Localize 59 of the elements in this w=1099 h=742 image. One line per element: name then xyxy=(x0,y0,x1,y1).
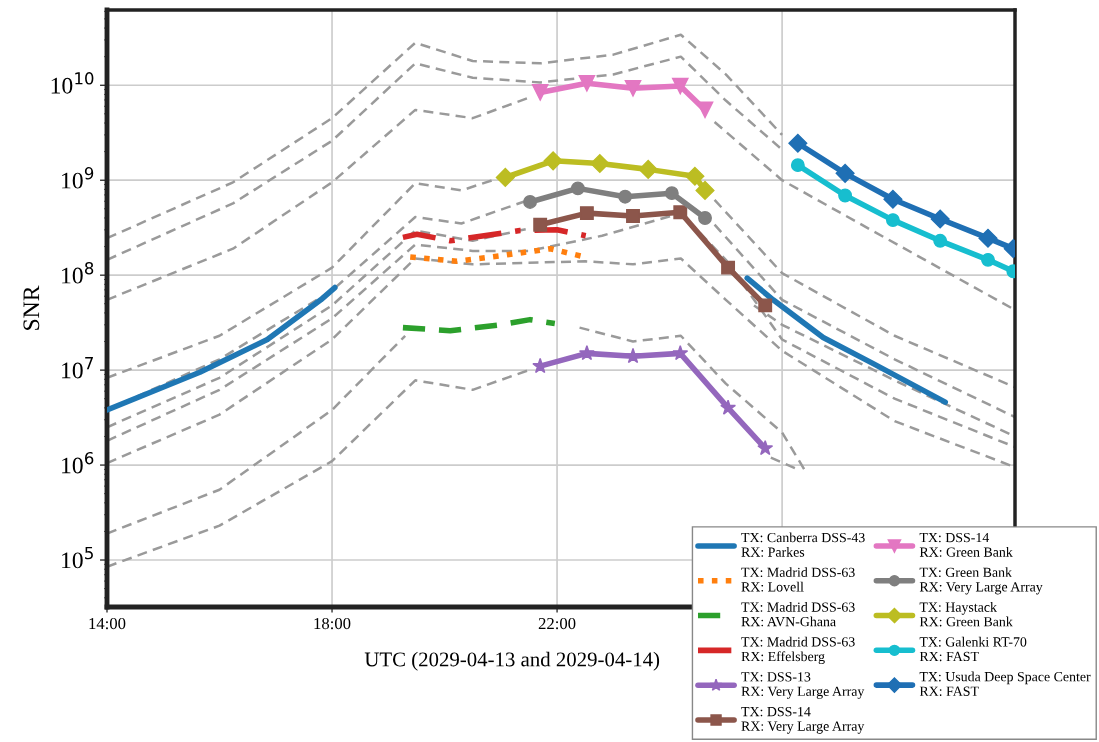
point xyxy=(933,233,948,248)
legend-label: TX: Haystack RX: Green Bank xyxy=(919,602,1013,627)
point xyxy=(838,188,853,203)
point xyxy=(883,189,903,209)
legend-label: TX: DSS-13 RX: Very Large Array xyxy=(741,672,865,699)
point xyxy=(758,298,773,313)
point xyxy=(638,159,658,179)
legend-label: TX: Madrid DSS-63 RX: Lovell xyxy=(741,567,855,592)
legend-label: TX: DSS-14 RX: Very Large Array xyxy=(741,706,865,734)
point xyxy=(720,399,737,415)
point xyxy=(523,195,538,209)
point xyxy=(578,74,596,92)
x-axis-title: UTC (2029-04-13 and 2029-04-14) xyxy=(364,651,660,671)
point xyxy=(930,209,950,229)
y-tick-label: 10$^{7}$ xyxy=(62,357,93,379)
point xyxy=(624,79,642,97)
point xyxy=(531,84,549,101)
point xyxy=(625,347,641,364)
point xyxy=(757,440,774,456)
point xyxy=(579,206,594,221)
y-tick-label: 10$^{9}$ xyxy=(62,167,94,189)
point xyxy=(543,151,563,171)
legend-label: TX: Galenki RT-70 RX: FAST xyxy=(919,636,1027,662)
point xyxy=(721,260,736,275)
point xyxy=(590,153,610,174)
point xyxy=(673,205,688,220)
point xyxy=(685,166,705,186)
point xyxy=(671,77,689,95)
point xyxy=(533,217,548,232)
y-tick-label: 10$^{10}$ xyxy=(51,72,94,94)
point xyxy=(626,209,640,223)
line-series xyxy=(107,33,784,240)
y-axis-title: SNR xyxy=(23,285,40,330)
legend-label: TX: Green Bank RX: Very Large Array xyxy=(919,567,1043,595)
legend-label: TX: Madrid DSS-63 RX: Effelsberg xyxy=(741,636,855,665)
point xyxy=(981,252,995,267)
point xyxy=(695,180,715,200)
point xyxy=(578,345,595,361)
point xyxy=(495,167,515,187)
legend-label: TX: DSS-14 RX: Green Bank xyxy=(919,532,1013,557)
point xyxy=(978,228,998,248)
point xyxy=(698,211,712,225)
y-tick-label: 10$^{8}$ xyxy=(62,262,94,284)
x-tick-label: 22:00 xyxy=(538,617,576,630)
point xyxy=(570,181,585,196)
point xyxy=(885,213,900,228)
point xyxy=(672,345,689,361)
legend-label: TX: Canberra DSS-43 RX: Parkes xyxy=(741,532,865,557)
x-tick-label: 18:00 xyxy=(314,617,351,630)
point xyxy=(835,163,855,183)
point xyxy=(664,186,679,201)
x-tick-label: 14:00 xyxy=(89,617,126,630)
point xyxy=(788,133,808,153)
legend-label: TX: Usuda Deep Space Center RX: FAST xyxy=(919,671,1091,696)
point xyxy=(790,158,805,173)
legend-label: TX: Madrid DSS-63 RX: AVN-Ghana xyxy=(741,601,855,627)
y-tick-label: 10$^{6}$ xyxy=(62,451,94,474)
point xyxy=(618,189,633,204)
y-tick-label: 10$^{5}$ xyxy=(62,546,93,569)
